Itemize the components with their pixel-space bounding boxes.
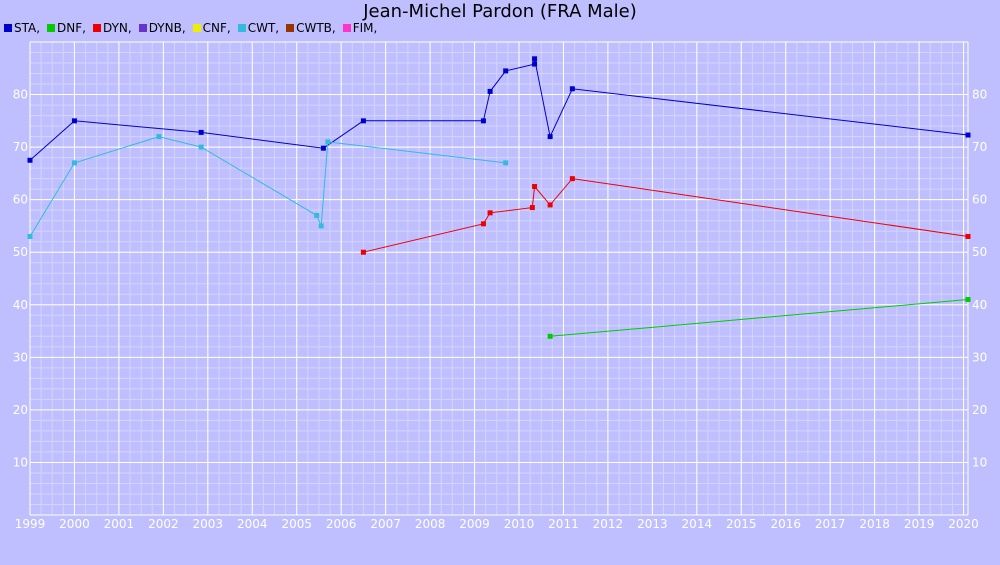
data-point-dyn <box>360 249 366 255</box>
y-tick-label-right: 60 <box>972 193 987 207</box>
y-tick-label-right: 50 <box>972 245 987 259</box>
x-tick-label: 2015 <box>726 517 757 531</box>
x-tick-label: 2008 <box>415 517 446 531</box>
y-tick-label-left: 60 <box>13 193 28 207</box>
legend-item: DNF, <box>47 21 86 35</box>
data-point-sta <box>198 129 204 135</box>
x-tick-label: 2013 <box>637 517 668 531</box>
data-point-dyn <box>487 210 493 216</box>
legend-swatch <box>286 24 295 32</box>
x-tick-label: 2003 <box>193 517 224 531</box>
legend-swatch <box>342 24 351 32</box>
legend-swatch <box>192 24 201 32</box>
data-point-sta <box>547 134 553 140</box>
y-tick-label-left: 20 <box>13 403 28 417</box>
x-tick-label: 2014 <box>682 517 713 531</box>
data-point-sta <box>480 118 486 124</box>
y-tick-label-right: 20 <box>972 403 987 417</box>
y-tick-label-left: 10 <box>13 455 28 469</box>
data-point-cwt <box>314 212 320 218</box>
data-point-cwt <box>156 134 162 140</box>
y-tick-label-right: 40 <box>972 298 987 312</box>
legend-item: FIM, <box>342 21 378 35</box>
x-tick-label: 2001 <box>104 517 135 531</box>
x-tick-label: 2004 <box>237 517 268 531</box>
data-point-dyn <box>965 233 971 239</box>
chart-title: Jean-Michel Pardon (FRA Male) <box>363 1 637 22</box>
data-point-cwt <box>71 160 77 166</box>
data-point-cwt <box>325 139 331 145</box>
data-point-sta <box>532 61 538 67</box>
legend-item: STA, <box>4 21 40 35</box>
legend: STA, DNF, DYN, DYNB, CNF, CWT, CWTB, FIM, <box>4 21 384 35</box>
y-tick-label-left: 50 <box>13 245 28 259</box>
data-point-dyn <box>480 221 486 227</box>
legend-label: STA, <box>14 21 41 35</box>
data-point-sta <box>360 118 366 124</box>
y-tick-label-right: 70 <box>972 140 987 154</box>
y-tick-label-left: 30 <box>13 350 28 364</box>
legend-item: CNF, <box>192 21 231 35</box>
legend-item: DYNB, <box>138 21 186 35</box>
data-point-sta <box>487 88 493 94</box>
y-tick-label-right: 10 <box>972 455 987 469</box>
legend-item: CWTB, <box>286 21 336 35</box>
x-tick-label: 2020 <box>948 517 979 531</box>
data-point-dnf <box>547 333 553 339</box>
data-point-cwt <box>27 233 33 239</box>
legend-label: CNF, <box>202 21 231 35</box>
legend-item: DYN, <box>92 21 132 35</box>
data-point-sta <box>532 56 538 62</box>
legend-label: DNF, <box>57 21 86 35</box>
data-point-sta <box>569 86 575 92</box>
data-point-sta <box>320 145 326 151</box>
x-tick-label: 2017 <box>815 517 846 531</box>
x-tick-label: 2010 <box>504 517 535 531</box>
data-point-dyn <box>547 202 553 208</box>
data-point-dnf <box>965 297 971 303</box>
y-tick-label-left: 40 <box>13 298 28 312</box>
x-tick-label: 2005 <box>281 517 312 531</box>
x-tick-label: 2012 <box>593 517 624 531</box>
x-tick-label: 2016 <box>770 517 801 531</box>
y-tick-label-right: 30 <box>972 350 987 364</box>
y-tick-label-right: 80 <box>972 88 987 102</box>
x-tick-label: 2019 <box>904 517 935 531</box>
data-point-sta <box>27 157 33 163</box>
data-point-cwt <box>198 144 204 150</box>
y-tick-label-left: 70 <box>13 140 28 154</box>
legend-swatch <box>92 24 101 32</box>
x-tick-label: 2009 <box>459 517 490 531</box>
legend-swatch <box>138 24 147 32</box>
legend-swatch <box>47 24 56 32</box>
legend-label: CWT, <box>247 21 280 35</box>
legend-swatch <box>237 24 246 32</box>
x-tick-label: 2002 <box>148 517 179 531</box>
data-point-dyn <box>529 205 535 211</box>
data-point-dyn <box>532 184 538 190</box>
legend-label: DYNB, <box>148 21 186 35</box>
series-line-cwt <box>29 136 506 237</box>
series-line-dnf <box>550 299 969 337</box>
legend-item: CWT, <box>237 21 280 35</box>
x-tick-label: 2000 <box>59 517 90 531</box>
data-point-dyn <box>569 176 575 182</box>
data-point-sta <box>503 68 509 74</box>
legend-label: CWTB, <box>296 21 336 35</box>
legend-label: DYN, <box>102 21 132 35</box>
data-point-sta <box>71 118 77 124</box>
x-tick-label: 1999 <box>15 517 46 531</box>
x-tick-label: 2011 <box>548 517 579 531</box>
y-tick-label-left: 80 <box>13 88 28 102</box>
x-tick-label: 2006 <box>326 517 357 531</box>
legend-swatch <box>4 24 12 32</box>
x-tick-label: 2007 <box>370 517 401 531</box>
data-point-cwt <box>503 160 509 166</box>
data-point-cwt <box>318 223 324 229</box>
x-tick-label: 2018 <box>859 517 890 531</box>
data-point-sta <box>965 132 971 138</box>
legend-label: FIM, <box>352 21 378 35</box>
